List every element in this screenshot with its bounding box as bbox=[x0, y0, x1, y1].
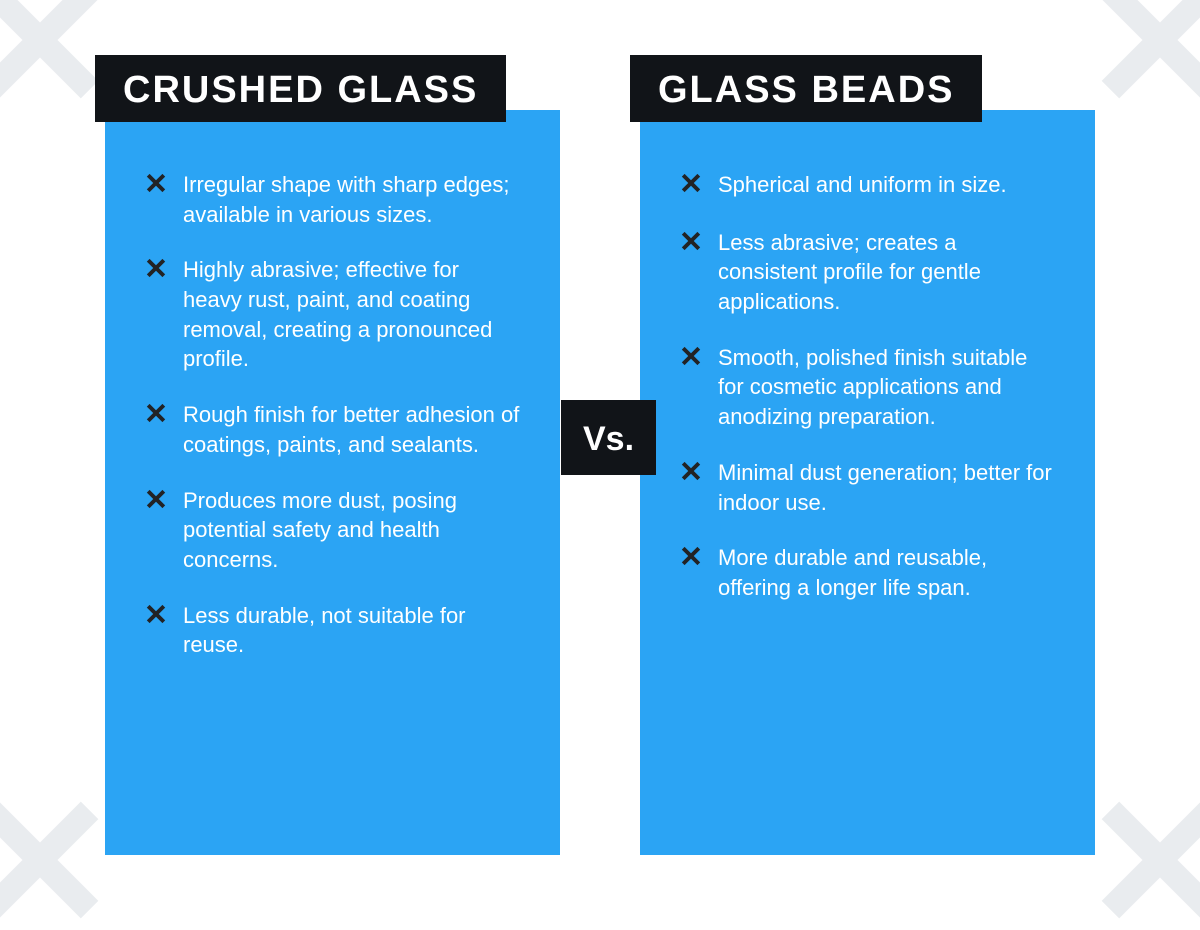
left-bullet-item: Highly abrasive; effective for heavy rus… bbox=[145, 255, 520, 374]
bullet-text: Less abrasive; creates a consistent prof… bbox=[718, 228, 1055, 317]
bullet-text: Less durable, not suitable for reuse. bbox=[183, 601, 520, 660]
x-bullet-icon bbox=[680, 345, 702, 375]
x-bullet-icon bbox=[680, 172, 702, 202]
right-bullet-item: Spherical and uniform in size. bbox=[680, 170, 1055, 202]
left-bullet-item: Irregular shape with sharp edges; availa… bbox=[145, 170, 520, 229]
right-panel: Spherical and uniform in size. Less abras… bbox=[640, 110, 1095, 855]
left-bullet-item: Rough finish for better adhesion of coat… bbox=[145, 400, 520, 459]
x-bullet-icon bbox=[145, 488, 167, 518]
bullet-text: Irregular shape with sharp edges; availa… bbox=[183, 170, 520, 229]
left-column-heading: Crushed Glass bbox=[95, 55, 506, 122]
x-bullet-icon bbox=[145, 402, 167, 432]
bullet-text: Spherical and uniform in size. bbox=[718, 170, 1007, 200]
bullet-text: More durable and reusable, offering a lo… bbox=[718, 543, 1055, 602]
right-bullet-item: Minimal dust generation; better for indo… bbox=[680, 458, 1055, 517]
bullet-text: Minimal dust generation; better for indo… bbox=[718, 458, 1055, 517]
left-bullet-list: Irregular shape with sharp edges; availa… bbox=[145, 170, 520, 660]
left-bullet-item: Produces more dust, posing potential saf… bbox=[145, 486, 520, 575]
x-bullet-icon bbox=[145, 257, 167, 287]
x-bullet-icon bbox=[680, 545, 702, 575]
x-bullet-icon bbox=[145, 172, 167, 202]
bullet-text: Produces more dust, posing potential saf… bbox=[183, 486, 520, 575]
x-bullet-icon bbox=[680, 230, 702, 260]
x-bullet-icon bbox=[680, 460, 702, 490]
bullet-text: Rough finish for better adhesion of coat… bbox=[183, 400, 520, 459]
right-bullet-list: Spherical and uniform in size. Less abras… bbox=[680, 170, 1055, 603]
x-bullet-icon bbox=[145, 603, 167, 633]
left-panel: Irregular shape with sharp edges; availa… bbox=[105, 110, 560, 855]
vs-badge: Vs. bbox=[561, 400, 656, 475]
right-bullet-item: Smooth, polished finish suitable for cos… bbox=[680, 343, 1055, 432]
bullet-text: Highly abrasive; effective for heavy rus… bbox=[183, 255, 520, 374]
infographic-stage: Crushed Glass Glass Beads Irregular shap… bbox=[0, 0, 1200, 900]
right-column-heading: Glass Beads bbox=[630, 55, 982, 122]
bullet-text: Smooth, polished finish suitable for cos… bbox=[718, 343, 1055, 432]
left-bullet-item: Less durable, not suitable for reuse. bbox=[145, 601, 520, 660]
right-bullet-item: Less abrasive; creates a consistent prof… bbox=[680, 228, 1055, 317]
right-bullet-item: More durable and reusable, offering a lo… bbox=[680, 543, 1055, 602]
